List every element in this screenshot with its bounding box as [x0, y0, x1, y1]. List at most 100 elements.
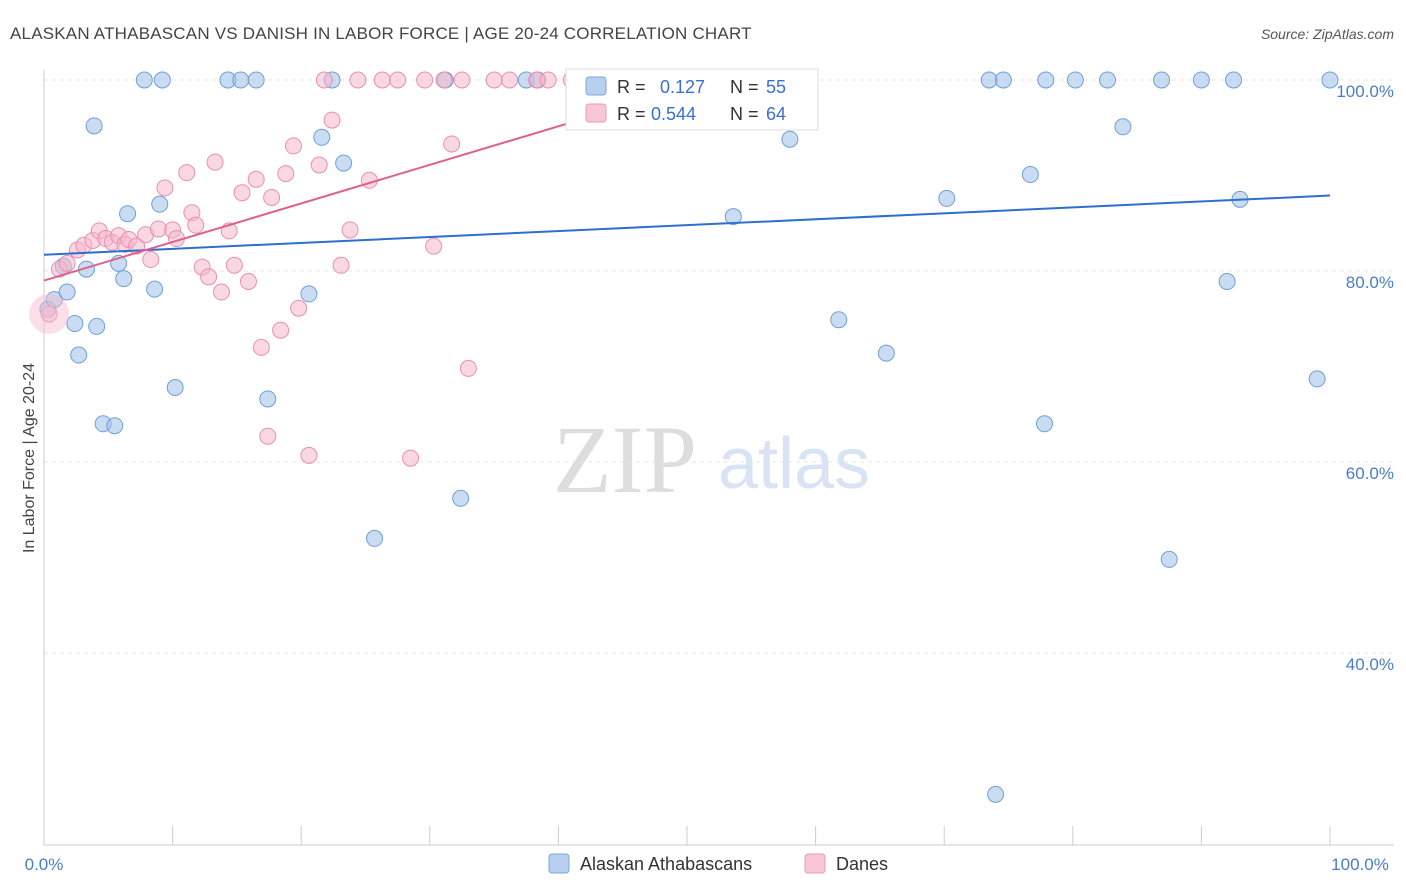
athabascan-point-42	[1021, 166, 1039, 184]
x-tick-label-min: 0.0%	[25, 855, 64, 874]
athabascan-point-10	[106, 417, 124, 435]
legend-n-value-2: 64	[766, 104, 786, 124]
y-tick-labels: 100.0% 80.0% 60.0% 40.0%	[1336, 82, 1394, 674]
watermark-atlas: atlas	[718, 424, 870, 504]
bottom-legend-label-danes: Danes	[836, 854, 888, 874]
danes-point-46	[373, 71, 391, 89]
danes-point-37	[290, 299, 308, 317]
athabascan-point-44	[1037, 71, 1055, 89]
danes-point-23	[200, 268, 218, 286]
athabascan-point-4	[66, 315, 84, 333]
legend-swatch-danes	[585, 103, 607, 123]
athabascan-point-24	[313, 128, 331, 146]
stats-legend-box	[565, 68, 819, 131]
athabascan-point-5	[70, 346, 88, 364]
danes-point-21	[187, 216, 205, 234]
athabascan-point-26	[335, 154, 353, 172]
bottom-legend-swatch-athabascan	[548, 853, 570, 874]
danes-point-47	[389, 71, 407, 89]
danes-point-44	[349, 71, 367, 89]
danes-point-42	[332, 256, 350, 274]
danes-point-cluster	[29, 293, 70, 334]
athabascan-point-7	[85, 117, 103, 135]
athabascan-point-50	[1192, 71, 1210, 89]
danes-point-31	[252, 338, 270, 356]
athabascan-point-34	[724, 208, 742, 226]
athabascan-point-12	[115, 270, 133, 288]
danes-point-29	[239, 273, 257, 291]
danes-point-41	[323, 111, 341, 129]
danes-point-34	[272, 321, 290, 339]
danes-point-56	[501, 71, 519, 89]
series-legend: Alaskan Athabascans Danes	[548, 853, 888, 874]
athabascan-point-35	[781, 130, 799, 148]
athabascan-point-22	[259, 390, 277, 408]
watermark-zip: ZIP	[553, 406, 697, 513]
danes-point-25	[212, 283, 230, 301]
y-axis-label: In Labor Force | Age 20-24	[21, 363, 38, 553]
x-tick-label-max: 100.0%	[1331, 855, 1389, 874]
athabascan-point-8	[88, 317, 106, 335]
danes-point-35	[277, 165, 295, 183]
athabascan-point-36	[830, 311, 848, 329]
watermark: ZIP atlas	[553, 406, 870, 513]
danes-point-0	[40, 305, 58, 323]
athabascan-point-52	[1225, 71, 1243, 89]
danes-point-50	[425, 237, 443, 255]
athabascan-point-15	[146, 280, 164, 298]
athabascan-point-13	[119, 205, 137, 223]
danes-point-14	[142, 251, 160, 269]
danes-point-19	[178, 164, 196, 182]
danes-point-32	[259, 427, 277, 445]
athabascan-point-54	[1308, 370, 1326, 388]
y-tick-label-80: 80.0%	[1346, 273, 1394, 292]
athabascan-point-14	[135, 71, 153, 89]
athabascan-point-49	[1160, 550, 1178, 568]
athabascan-point-38	[938, 189, 956, 207]
danes-point-52	[443, 135, 461, 153]
athabascan-point-6	[77, 260, 95, 278]
danes-point-30	[247, 170, 265, 188]
danes-point-27	[225, 256, 243, 274]
athabascan-point-45	[1066, 71, 1084, 89]
danes-point-51	[435, 71, 453, 89]
athabascan-point-16	[151, 195, 169, 213]
bottom-legend-label-athabascan: Alaskan Athabascans	[580, 854, 752, 874]
danes-point-33	[263, 188, 281, 206]
athabascan-point-43	[1036, 415, 1054, 433]
athabascan-point-47	[1114, 118, 1132, 136]
danes-point-15	[149, 220, 167, 238]
athabascan-point-39	[980, 71, 998, 89]
gridlines	[44, 79, 1394, 654]
athabascan-point-29	[452, 489, 470, 507]
legend-r-label-1: R =	[617, 77, 646, 97]
danes-point-24	[206, 153, 224, 171]
athabascan-point-40	[987, 785, 1005, 803]
axes	[43, 70, 1394, 846]
y-tick-label-100: 100.0%	[1336, 82, 1394, 101]
athabascan-point-46	[1099, 71, 1117, 89]
danes-point-28	[233, 184, 251, 202]
athabascan-point-3	[58, 283, 76, 301]
danes-point-48	[402, 449, 420, 467]
legend-r-value-2: 0.544	[651, 104, 696, 124]
athabascan-point-48	[1153, 71, 1171, 89]
danes-point-43	[341, 221, 359, 239]
danes-point-54	[459, 359, 477, 377]
danes-point-16	[156, 179, 174, 197]
danes-point-36	[284, 137, 302, 155]
athabascan-point-20	[232, 71, 250, 89]
athabascan-point-37	[877, 344, 895, 362]
athabascan-point-21	[247, 71, 265, 89]
danes-point-39	[310, 156, 328, 174]
danes-point-40	[315, 71, 333, 89]
legend-n-label-2: N =	[730, 104, 759, 124]
danes-point-38	[300, 446, 318, 464]
y-tick-label-40: 40.0%	[1346, 655, 1394, 674]
athabascan-point-55	[1321, 71, 1339, 89]
x-ticks	[172, 826, 1331, 845]
danes-point-58	[539, 71, 557, 89]
athabascan-trend-line	[43, 194, 1331, 256]
bottom-legend-swatch-danes	[804, 853, 826, 874]
